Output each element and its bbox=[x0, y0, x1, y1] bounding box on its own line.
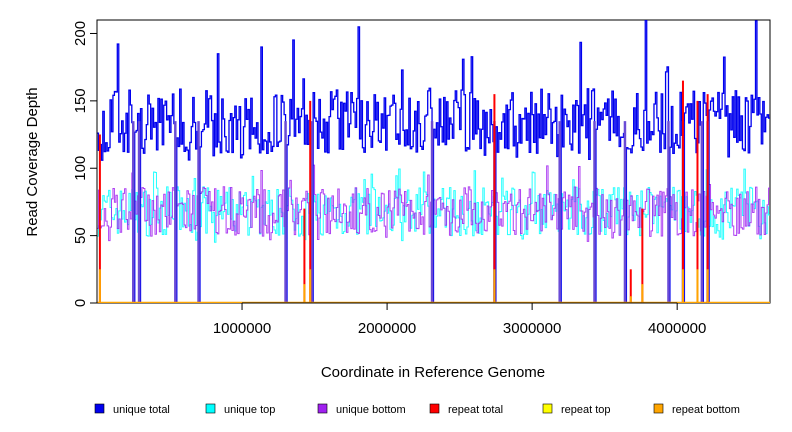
y-tick-label: 50 bbox=[72, 227, 89, 244]
legend-label: unique total bbox=[113, 404, 170, 416]
legend-label: repeat top bbox=[561, 404, 611, 416]
legend-label: unique bottom bbox=[336, 404, 406, 416]
series-layer bbox=[97, 20, 770, 303]
legend-item-unique-total: unique total bbox=[94, 403, 170, 416]
x-tick-label: 3000000 bbox=[503, 320, 561, 337]
legend-swatch bbox=[429, 403, 440, 414]
y-axis-title: Read Coverage Depth bbox=[24, 87, 41, 236]
y-tick-label: 200 bbox=[72, 21, 89, 46]
legend-item-repeat-total: repeat total bbox=[429, 403, 503, 416]
legend: unique total unique top unique bottom repea… bbox=[94, 403, 740, 416]
legend-swatch bbox=[94, 403, 105, 414]
legend-label: unique top bbox=[224, 404, 275, 416]
x-tick-label: 4000000 bbox=[648, 320, 706, 337]
x-axis-title: Coordinate in Reference Genome bbox=[321, 364, 545, 381]
legend-item-repeat-bottom: repeat bottom bbox=[653, 403, 740, 416]
legend-label: repeat total bbox=[448, 404, 503, 416]
y-tick-label: 100 bbox=[72, 156, 89, 181]
axes-layer: 0 50 100 150 200 1000000 2000000 3000000 4000000 bbox=[72, 21, 706, 337]
legend-item-repeat-top: repeat top bbox=[542, 403, 611, 416]
legend-swatch bbox=[653, 403, 664, 414]
y-tick-label: 0 bbox=[72, 299, 89, 307]
y-tick-label: 150 bbox=[72, 88, 89, 113]
legend-label: repeat bottom bbox=[672, 404, 740, 416]
legend-item-unique-bottom: unique bottom bbox=[317, 403, 406, 416]
x-tick-label: 2000000 bbox=[358, 320, 416, 337]
legend-swatch bbox=[205, 403, 216, 414]
series-unique-total bbox=[97, 20, 770, 303]
legend-item-unique-top: unique top bbox=[205, 403, 275, 416]
x-tick-label: 1000000 bbox=[213, 320, 271, 337]
legend-swatch bbox=[542, 403, 553, 414]
legend-swatch bbox=[317, 403, 328, 414]
